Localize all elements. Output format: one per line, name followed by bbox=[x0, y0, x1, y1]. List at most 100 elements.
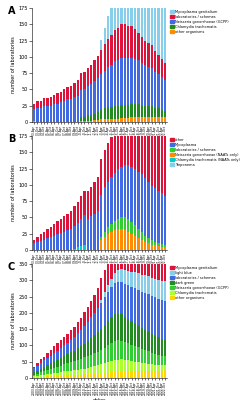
Bar bbox=[97, 177, 99, 211]
Bar bbox=[50, 350, 52, 356]
Bar bbox=[134, 323, 136, 346]
Bar bbox=[100, 195, 103, 237]
Bar bbox=[127, 58, 129, 105]
Bar bbox=[164, 236, 167, 281]
Bar bbox=[104, 232, 106, 237]
Bar bbox=[33, 377, 35, 378]
Bar bbox=[157, 132, 160, 191]
Bar bbox=[50, 376, 52, 378]
Bar bbox=[36, 363, 39, 366]
Bar bbox=[83, 121, 86, 122]
Bar bbox=[46, 229, 49, 238]
Bar bbox=[154, 246, 156, 250]
Bar bbox=[140, 174, 143, 232]
Bar bbox=[66, 371, 69, 375]
Bar bbox=[120, 122, 123, 167]
Bar bbox=[120, 282, 123, 314]
Bar bbox=[144, 233, 146, 275]
Bar bbox=[73, 226, 76, 249]
Bar bbox=[107, 67, 109, 107]
Bar bbox=[120, 58, 123, 105]
Bar bbox=[36, 101, 39, 108]
Bar bbox=[97, 56, 99, 78]
Bar bbox=[70, 330, 72, 340]
Bar bbox=[127, 319, 129, 344]
Bar bbox=[164, 340, 167, 356]
Bar bbox=[114, 283, 116, 314]
Bar bbox=[66, 375, 69, 378]
Bar bbox=[144, 65, 146, 106]
Bar bbox=[93, 295, 96, 312]
Bar bbox=[80, 246, 82, 250]
Bar bbox=[154, 242, 156, 246]
Bar bbox=[104, 188, 106, 232]
Bar bbox=[50, 369, 52, 374]
Bar bbox=[157, 280, 160, 298]
Bar bbox=[161, 281, 163, 300]
Bar bbox=[80, 318, 82, 330]
Bar bbox=[120, 340, 123, 360]
Bar bbox=[80, 196, 82, 219]
Bar bbox=[90, 216, 92, 250]
Bar bbox=[100, 240, 103, 250]
Bar bbox=[107, 182, 109, 227]
Bar bbox=[36, 374, 39, 376]
Bar bbox=[140, 232, 143, 240]
Bar bbox=[164, 80, 167, 111]
Bar bbox=[107, 292, 109, 321]
Bar bbox=[107, 39, 109, 67]
Bar bbox=[110, 232, 113, 250]
Bar bbox=[83, 326, 86, 344]
Bar bbox=[124, 218, 126, 230]
Bar bbox=[104, 44, 106, 70]
Bar bbox=[124, 120, 126, 165]
Bar bbox=[144, 350, 146, 363]
Bar bbox=[124, 284, 126, 317]
Bar bbox=[56, 221, 59, 234]
Bar bbox=[140, 292, 143, 328]
Bar bbox=[114, 221, 116, 230]
Bar bbox=[36, 237, 39, 242]
Bar bbox=[40, 375, 42, 377]
Bar bbox=[63, 216, 65, 232]
Bar bbox=[33, 121, 35, 122]
Bar bbox=[154, 354, 156, 365]
Bar bbox=[77, 322, 79, 333]
Bar bbox=[83, 358, 86, 368]
Bar bbox=[134, 272, 136, 288]
Bar bbox=[130, 119, 133, 167]
Bar bbox=[60, 376, 62, 378]
Bar bbox=[110, 343, 113, 361]
Bar bbox=[50, 237, 52, 250]
Bar bbox=[43, 356, 45, 360]
Bar bbox=[117, 60, 119, 106]
Bar bbox=[134, 59, 136, 104]
Bar bbox=[151, 245, 153, 250]
Bar bbox=[151, 106, 153, 118]
Bar bbox=[104, 108, 106, 119]
Bar bbox=[130, 58, 133, 104]
Bar bbox=[97, 365, 99, 374]
Bar bbox=[124, 105, 126, 118]
Bar bbox=[63, 372, 65, 375]
Bar bbox=[147, 332, 150, 351]
Bar bbox=[120, 167, 123, 218]
Bar bbox=[97, 352, 99, 365]
Bar bbox=[60, 219, 62, 233]
Bar bbox=[46, 353, 49, 358]
Bar bbox=[93, 182, 96, 214]
Bar bbox=[147, 43, 150, 67]
Bar bbox=[144, 371, 146, 378]
Bar bbox=[120, 0, 123, 24]
Bar bbox=[147, 67, 150, 106]
Bar bbox=[127, 105, 129, 118]
Bar bbox=[114, 30, 116, 62]
Bar bbox=[110, 361, 113, 372]
Bar bbox=[130, 118, 133, 122]
Bar bbox=[140, 240, 143, 250]
Bar bbox=[97, 308, 99, 332]
Bar bbox=[130, 372, 133, 378]
Bar bbox=[90, 354, 92, 367]
Bar bbox=[137, 229, 139, 238]
Bar bbox=[151, 118, 153, 122]
